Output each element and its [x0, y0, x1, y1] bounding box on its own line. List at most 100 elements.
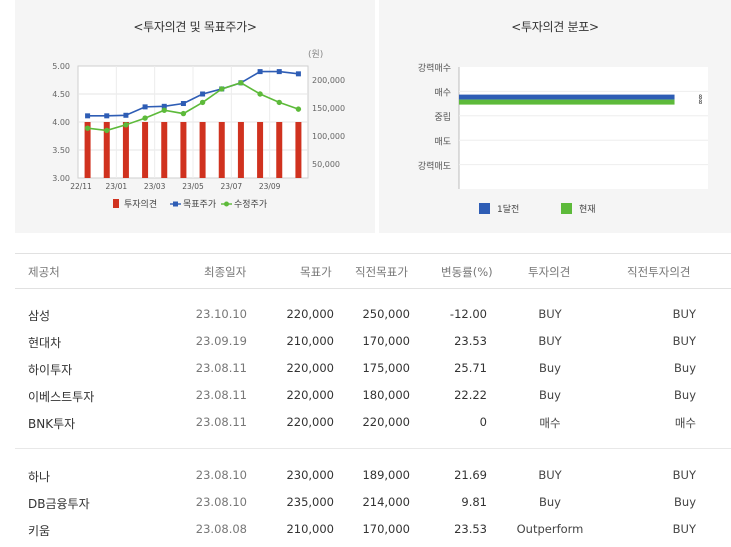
- legend-label: 수정주가: [234, 199, 267, 210]
- header-date: 최종일자: [204, 265, 247, 279]
- left-axis-tick: 4.00: [52, 118, 70, 127]
- bar-value-label: 8: [699, 99, 703, 106]
- category-label: 강력매도: [418, 160, 451, 172]
- category-label: 중립: [434, 112, 451, 123]
- target-price-cell: 210,000: [286, 522, 334, 536]
- opinion-cell: 매수: [539, 416, 561, 430]
- plot-area: [459, 67, 708, 189]
- opinion-bar: [237, 122, 244, 178]
- date-cell: 23.09.19: [195, 334, 247, 348]
- left-axis-tick: 5.00: [52, 62, 70, 71]
- date-cell: 23.08.11: [195, 415, 247, 429]
- right-axis-tick: 150,000: [312, 104, 345, 113]
- category-label: 매수: [434, 88, 451, 99]
- target-price-point: [200, 91, 206, 97]
- legend-label: 1달전: [497, 203, 519, 215]
- opinion-cell: Buy: [539, 495, 561, 509]
- legend-swatch: [479, 203, 490, 214]
- category-label: 매도: [434, 136, 451, 147]
- change-rate-cell: 9.81: [461, 495, 487, 509]
- firm-cell: 하이투자: [28, 363, 73, 377]
- opinion-bar: [199, 122, 206, 178]
- prev-target-price-cell: 170,000: [362, 334, 410, 348]
- x-axis-tick: 23/07: [221, 182, 243, 191]
- prev-target-price-cell: 180,000: [362, 388, 410, 402]
- opinion-cell: Buy: [539, 361, 561, 375]
- opinion-bar: [257, 122, 264, 178]
- header-opinion: 투자의견: [528, 265, 571, 279]
- prev-target-price-cell: 189,000: [362, 468, 410, 482]
- distribution-bar: [459, 94, 675, 100]
- firm-cell: BNK투자: [28, 417, 76, 431]
- right-axis-tick: 100,000: [312, 132, 345, 141]
- date-cell: 23.08.11: [195, 361, 247, 375]
- adjusted-price-point: [219, 86, 225, 92]
- change-rate-cell: 22.22: [454, 388, 487, 402]
- target-price-point: [161, 103, 167, 109]
- adjusted-price-point: [104, 127, 110, 134]
- header-change: 변동률(%): [441, 265, 493, 279]
- adjusted-price-point: [161, 107, 167, 113]
- opinion-cell: Outperform: [516, 522, 584, 536]
- x-axis-tick: 23/01: [106, 182, 128, 191]
- header-firm: 제공처: [28, 265, 60, 279]
- date-cell: 23.10.10: [195, 307, 247, 321]
- change-rate-cell: 23.53: [454, 522, 487, 536]
- opinion-cell: BUY: [538, 334, 562, 348]
- prev-target-price-cell: 220,000: [362, 415, 410, 429]
- prev-target-price-cell: 170,000: [362, 522, 410, 536]
- target-price-point: [85, 113, 91, 119]
- left-axis-tick: 3.50: [52, 146, 70, 155]
- adjusted-price-point: [180, 110, 187, 117]
- target-price-point: [295, 71, 301, 77]
- x-axis-tick: 23/03: [144, 182, 166, 191]
- adjusted-price-point: [123, 122, 129, 128]
- target-price-cell: 230,000: [286, 468, 334, 482]
- group-divider: [15, 448, 731, 449]
- opinion-bar: [218, 122, 225, 178]
- bar-value-label: 8: [699, 94, 703, 101]
- legend-label: 목표주가: [183, 199, 216, 210]
- header-prev-opinion: 직전투자의견: [627, 265, 691, 279]
- table-row: 현대차 23.09.19 210,000 170,000 23.53 BUY BUY: [15, 328, 731, 354]
- prev-target-price-cell: 214,000: [362, 495, 410, 509]
- table-row: 하나 23.08.10 230,000 189,000 21.69 BUY BUY: [15, 462, 731, 488]
- table-row: BNK투자 23.08.11 220,000 220,000 0 매수 매수: [15, 409, 731, 435]
- target-price-cell: 210,000: [286, 334, 334, 348]
- header-prev-target: 직전목표가: [355, 265, 408, 279]
- opinion-cell: BUY: [538, 307, 562, 321]
- legend-label: 현재: [579, 204, 596, 215]
- legend-marker: [224, 201, 229, 207]
- firm-cell: 키움: [28, 524, 51, 538]
- table-row: 삼성 23.10.10 220,000 250,000 -12.00 BUY BUY: [15, 301, 731, 327]
- table-row: 하이투자 23.08.11 220,000 175,000 25.71 Buy Buy: [15, 355, 731, 381]
- target-price-cell: 220,000: [286, 307, 334, 321]
- opinion-bar: [84, 122, 91, 178]
- date-cell: 23.08.10: [195, 495, 247, 509]
- legend-marker: [173, 201, 178, 207]
- prev-opinion-cell: Buy: [674, 495, 696, 509]
- opinion-bar: [103, 122, 110, 178]
- date-cell: 23.08.10: [195, 468, 247, 482]
- table-row: DB금융투자 23.08.10 235,000 214,000 9.81 Buy Buy: [15, 489, 731, 515]
- change-rate-cell: 23.53: [454, 334, 487, 348]
- target-price-point: [180, 101, 186, 107]
- right-axis-tick: 50,000: [312, 160, 340, 169]
- right-axis-tick: 200,000: [312, 76, 345, 85]
- adjusted-price-point: [84, 125, 91, 131]
- target-price-point: [142, 104, 148, 110]
- adjusted-price-point: [276, 99, 282, 106]
- table-row: 이베스트투자 23.08.11 220,000 180,000 22.22 Buy Buy: [15, 382, 731, 408]
- distribution-bar: [459, 99, 675, 105]
- legend-swatch: [113, 199, 119, 208]
- target-price-cell: 220,000: [286, 361, 334, 375]
- date-cell: 23.08.11: [195, 388, 247, 402]
- legend-label: 투자의견: [124, 198, 157, 210]
- opinion-bar: [142, 122, 149, 178]
- adjusted-price-point: [199, 99, 206, 106]
- target-price-cell: 235,000: [286, 495, 334, 509]
- prev-target-price-cell: 175,000: [362, 361, 410, 375]
- series-line: [87, 81, 299, 132]
- prev-opinion-cell: Buy: [674, 361, 696, 375]
- opinion-target-price-panel: <투자의견 및 목표주가> (원) 5.00 4.50 4.00 3.50 3.00 20…: [15, 0, 375, 233]
